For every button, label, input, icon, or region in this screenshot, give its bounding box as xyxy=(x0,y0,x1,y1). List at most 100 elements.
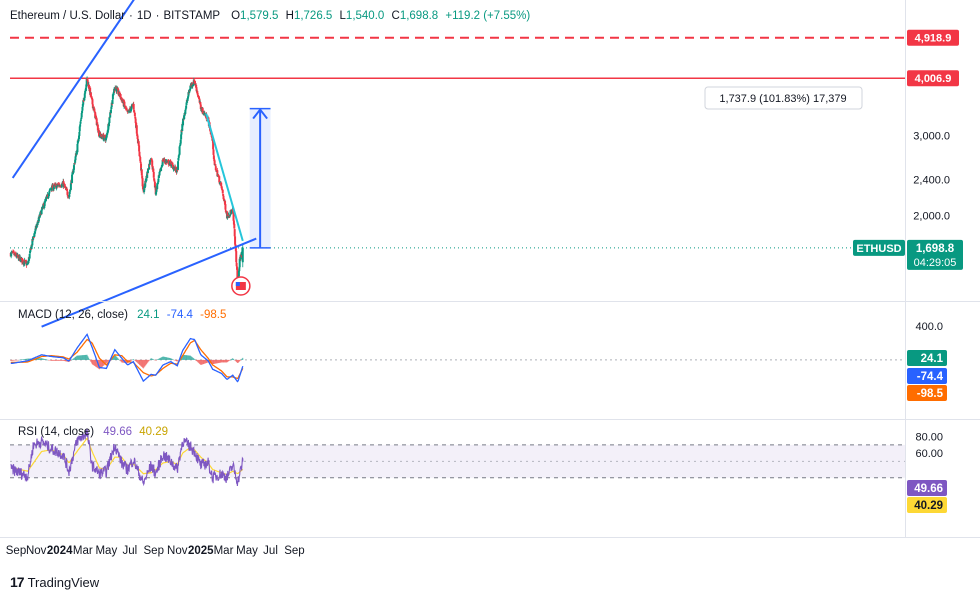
candle-body xyxy=(133,111,136,113)
macd-histogram-bar xyxy=(105,359,107,364)
macd-histogram-bar xyxy=(200,359,202,365)
macd-histogram-bar xyxy=(41,358,43,360)
candle-body xyxy=(212,149,215,155)
macd-histogram-bar xyxy=(96,359,98,368)
candle-body xyxy=(93,108,96,112)
candle-body xyxy=(74,156,77,161)
rsi-title[interactable]: RSI (14, close) xyxy=(18,426,95,438)
macd-histogram-bar xyxy=(242,357,244,360)
candle-body xyxy=(86,77,89,81)
macd-histogram-bar xyxy=(132,359,134,360)
macd-histogram-bar xyxy=(173,359,175,361)
candle xyxy=(177,161,180,171)
macd-histogram-bar xyxy=(80,355,82,360)
candle-body xyxy=(37,216,40,222)
candle-body xyxy=(157,178,160,183)
macd-histogram-bar xyxy=(54,359,56,361)
candle-body xyxy=(195,87,198,92)
macd-histogram-bar xyxy=(233,359,235,361)
macd-histogram-bar xyxy=(44,359,46,360)
candle-body xyxy=(123,101,126,106)
candle-body xyxy=(40,209,43,215)
macd-histogram-bar xyxy=(238,359,240,363)
candle-body xyxy=(111,94,114,100)
macd-histogram-bar xyxy=(121,359,123,363)
labels-layer: 4,918.9 4,006.9 1,737.9 (101.83%) 17,379 ET… xyxy=(231,29,963,513)
macd-histogram-bar xyxy=(118,359,120,360)
candle-body xyxy=(189,85,192,90)
macd-histogram-bar xyxy=(213,359,215,364)
macd-histogram-bar xyxy=(239,359,241,362)
macd-histogram-bar xyxy=(17,359,19,361)
time-tick-label: May xyxy=(236,545,258,557)
macd-histogram-bar xyxy=(204,359,206,364)
macd-histogram-bar xyxy=(39,358,41,360)
candle-body xyxy=(108,123,111,127)
macd-histogram-bar xyxy=(76,355,78,360)
candle-body xyxy=(76,143,79,153)
candle-body xyxy=(213,160,216,166)
macd-histogram-bar xyxy=(186,355,188,360)
rsi-tick-label: 60.00 xyxy=(915,448,943,460)
candle-body xyxy=(185,105,188,109)
macd-histogram-bar xyxy=(26,358,28,360)
macd-title[interactable]: MACD (12, 26, close) xyxy=(18,309,128,321)
candle-body xyxy=(214,166,217,171)
candle-body xyxy=(108,117,111,124)
open-label: O xyxy=(231,10,241,22)
tradingview-icon: 17 xyxy=(10,574,25,590)
macd-histogram-bar xyxy=(227,359,229,362)
candle-body xyxy=(236,269,239,281)
resistance-price-label: 4,918.9 xyxy=(915,33,952,45)
candle-body xyxy=(170,162,173,167)
candle-body xyxy=(150,159,153,161)
candle-body xyxy=(76,140,79,144)
candle-body xyxy=(141,185,144,190)
macd-histogram-bar xyxy=(217,359,219,364)
macd-value: -74.4 xyxy=(166,309,193,321)
candle-body xyxy=(144,180,147,187)
interval[interactable]: 1D xyxy=(136,10,152,22)
macd-histogram-bar xyxy=(206,359,208,363)
macd-histogram-bar xyxy=(153,359,155,361)
candle-body xyxy=(153,181,156,188)
candle-body xyxy=(71,172,74,175)
macd-histogram-bar xyxy=(168,357,170,360)
candle-body xyxy=(66,188,69,191)
time-tick-label: Nov xyxy=(26,545,47,557)
candle-body xyxy=(98,130,101,137)
rsi-line xyxy=(10,428,244,487)
macd-histogram-bar xyxy=(195,359,197,361)
candle-body xyxy=(71,174,74,183)
macd-histogram-bar xyxy=(28,358,30,360)
macd-histogram-bar xyxy=(174,359,176,361)
candle-body xyxy=(183,114,186,120)
macd-signal-line xyxy=(10,338,244,380)
macd-histogram-bar xyxy=(58,359,60,361)
macd-histogram-bar xyxy=(169,357,171,360)
candle-body xyxy=(179,139,182,144)
macd-histogram-bar xyxy=(19,359,21,361)
rsi-ma-tag-text: 40.29 xyxy=(914,500,943,512)
macd-histogram-bar xyxy=(225,359,227,363)
macd-histogram-bar xyxy=(151,358,153,360)
macd-histogram-bar xyxy=(144,359,146,367)
macd-histogram-bar xyxy=(236,359,238,363)
candle-body xyxy=(130,106,133,110)
macd-histogram-bar xyxy=(78,355,80,360)
macd-histogram-bar xyxy=(192,357,194,360)
macd-tick-label: 400.0 xyxy=(915,321,943,333)
candle xyxy=(69,189,72,193)
macd-histogram-bar xyxy=(36,358,38,360)
macd-histogram-bar xyxy=(199,359,201,364)
candle-body xyxy=(29,248,32,252)
macd-histogram-bar xyxy=(176,359,178,362)
macd-histogram-bar xyxy=(215,359,217,364)
tradingview-logo[interactable]: 17 TradingView xyxy=(10,574,99,590)
candle-body xyxy=(178,146,181,155)
macd-histogram-bar xyxy=(55,359,57,361)
symbol-name[interactable]: Ethereum / U.S. Dollar xyxy=(10,10,126,22)
macd-histogram-bar xyxy=(171,358,173,360)
macd-histogram-bar xyxy=(160,357,162,360)
